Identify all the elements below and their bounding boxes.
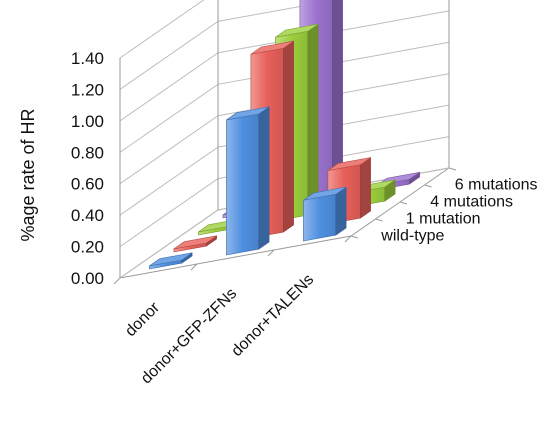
cat-tick-mark bbox=[113, 277, 121, 285]
bar-wild-type-0 bbox=[149, 252, 193, 270]
series-label: wild-type bbox=[380, 228, 444, 245]
series-tick-mark bbox=[350, 235, 359, 239]
y-axis-label: %age rate of HR bbox=[18, 108, 38, 241]
y-tick-label: 1.00 bbox=[71, 112, 104, 131]
chart-walls bbox=[113, 0, 457, 285]
category-label: donor+GFP-ZFNs bbox=[138, 285, 240, 387]
y-tick-label: 0.60 bbox=[71, 175, 104, 194]
y-tick-label: 1.20 bbox=[71, 80, 104, 99]
cat-tick-mark bbox=[267, 249, 275, 257]
bar-wild-type-2 bbox=[303, 186, 347, 242]
bar-1-mutation-0 bbox=[173, 235, 217, 253]
y-tick-label: 1.40 bbox=[71, 49, 104, 68]
y-tick-labels: 0.00 0.20 0.40 0.60 0.80 1.00 1.20 1.40 bbox=[71, 49, 104, 288]
gridline-7 bbox=[119, 0, 205, 59]
y-tick-label: 0.20 bbox=[71, 238, 104, 257]
y-tick-label: 0.40 bbox=[71, 206, 104, 225]
bar-wild-type-1 bbox=[226, 106, 270, 256]
category-label: donor bbox=[122, 299, 163, 340]
series-label: 6 mutations bbox=[455, 177, 538, 194]
category-label: donor+TALENs bbox=[228, 271, 317, 360]
cat-tick-mark bbox=[344, 235, 352, 243]
y-tick-label: 0.80 bbox=[71, 143, 104, 162]
y-tick-label: 0.00 bbox=[71, 269, 104, 288]
series-tick-mark bbox=[424, 184, 432, 188]
cat-tick-mark bbox=[190, 263, 198, 271]
series-label: 4 mutations bbox=[430, 194, 513, 211]
bars bbox=[149, 0, 420, 270]
series-label: 1 mutation bbox=[406, 211, 481, 228]
series-tick-mark bbox=[448, 167, 457, 171]
series-tick-mark bbox=[375, 218, 383, 222]
series-tick-mark bbox=[399, 201, 408, 205]
